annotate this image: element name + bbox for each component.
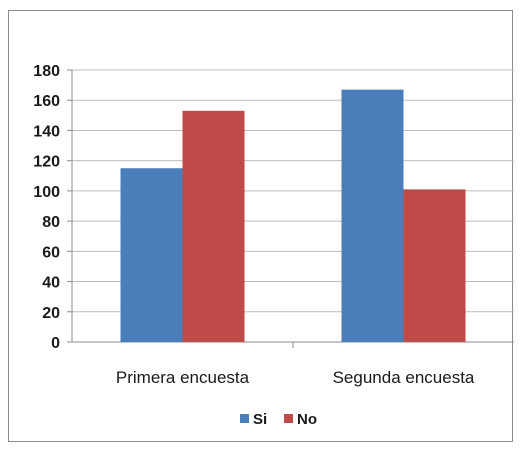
y-tick-label: 140 <box>33 123 60 140</box>
y-tick-label: 180 <box>33 63 60 80</box>
y-tick-label: 80 <box>42 214 60 231</box>
bar-no-2 <box>403 189 466 342</box>
bar-si-1 <box>120 168 183 342</box>
legend-swatch-no <box>284 414 293 423</box>
y-tick-label: 160 <box>33 93 60 110</box>
legend: Si No <box>240 411 317 428</box>
y-tick-label: 0 <box>51 335 60 352</box>
y-tick-label: 60 <box>42 244 60 261</box>
bar-no-1 <box>182 110 245 342</box>
bars <box>120 89 466 343</box>
labels: 0 20 40 60 80 100 120 140 160 180 Primera encuesta… <box>33 63 475 387</box>
y-tick-label: 20 <box>42 305 60 322</box>
y-tick-label: 120 <box>33 154 60 171</box>
y-tick-label: 40 <box>42 275 60 292</box>
legend-label-no: No <box>297 411 317 428</box>
y-tick-label: 100 <box>33 184 60 201</box>
x-category-label: Segunda encuesta <box>333 368 475 387</box>
legend-swatch-si <box>240 414 249 423</box>
x-category-label: Primera encuesta <box>116 368 250 387</box>
bar-si-2 <box>341 89 404 343</box>
legend-label-si: Si <box>253 411 267 428</box>
